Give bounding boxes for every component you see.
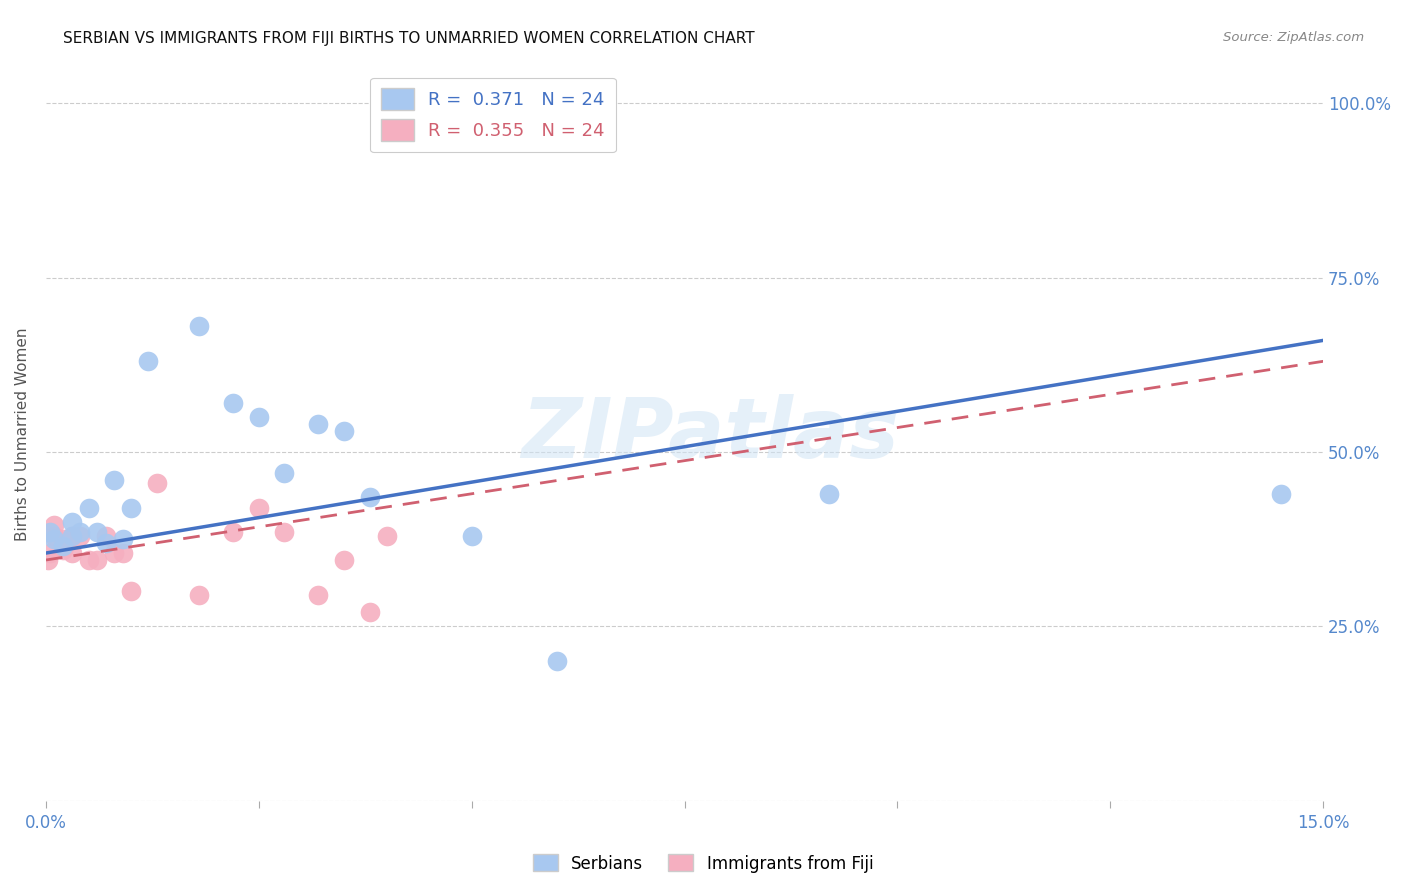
Y-axis label: Births to Unmarried Women: Births to Unmarried Women — [15, 327, 30, 541]
Point — [60, 515, 83, 529]
Point — [273, 466, 295, 480]
Point — [375, 528, 398, 542]
Point — [359, 605, 381, 619]
Point — [222, 396, 245, 410]
Point — [69, 525, 91, 540]
Point — [120, 500, 142, 515]
Point — [77, 500, 100, 515]
Point — [307, 588, 329, 602]
Point — [247, 410, 270, 425]
Point — [333, 553, 356, 567]
Point — [222, 525, 245, 540]
Point — [460, 528, 482, 542]
Point — [94, 528, 117, 542]
Point — [273, 525, 295, 540]
Point — [69, 528, 91, 542]
Point — [359, 490, 381, 504]
Point — [52, 532, 75, 546]
Point — [77, 553, 100, 567]
Point — [60, 528, 83, 542]
Point — [39, 546, 62, 560]
Point — [120, 584, 142, 599]
Point — [111, 546, 134, 560]
Point — [1270, 487, 1292, 501]
Point — [307, 417, 329, 431]
Text: Source: ZipAtlas.com: Source: ZipAtlas.com — [1223, 31, 1364, 45]
Point — [60, 546, 83, 560]
Point — [333, 424, 356, 438]
Point — [44, 528, 66, 542]
Point — [111, 532, 134, 546]
Point — [39, 525, 62, 540]
Point — [188, 588, 211, 602]
Point — [52, 539, 75, 553]
Legend: Serbians, Immigrants from Fiji: Serbians, Immigrants from Fiji — [526, 847, 880, 880]
Point — [94, 535, 117, 549]
Point — [44, 532, 66, 546]
Point — [52, 542, 75, 557]
Point — [145, 476, 167, 491]
Point — [103, 473, 125, 487]
Point — [86, 553, 108, 567]
Point — [136, 354, 159, 368]
Point — [60, 528, 83, 542]
Text: ZIPatlas: ZIPatlas — [522, 394, 898, 475]
Point — [37, 553, 59, 567]
Point — [86, 525, 108, 540]
Point — [44, 518, 66, 533]
Point — [103, 546, 125, 560]
Point — [546, 654, 568, 668]
Legend: R =  0.371   N = 24, R =  0.355   N = 24: R = 0.371 N = 24, R = 0.355 N = 24 — [370, 78, 616, 153]
Point — [188, 319, 211, 334]
Point — [818, 487, 841, 501]
Text: SERBIAN VS IMMIGRANTS FROM FIJI BIRTHS TO UNMARRIED WOMEN CORRELATION CHART: SERBIAN VS IMMIGRANTS FROM FIJI BIRTHS T… — [63, 31, 755, 46]
Point — [247, 500, 270, 515]
